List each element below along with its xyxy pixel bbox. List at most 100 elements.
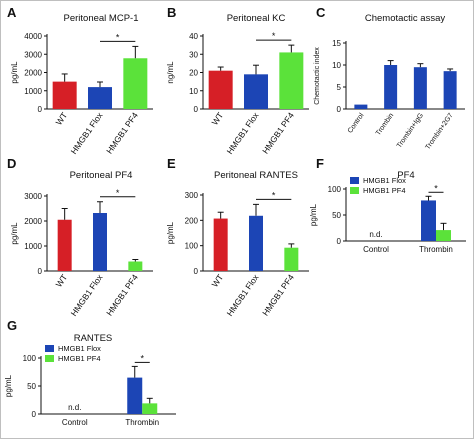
y-tick-label: 300 <box>185 191 199 200</box>
y-axis-label: pg/mL <box>10 61 19 84</box>
legend-swatch <box>350 187 359 194</box>
y-tick-label: 0 <box>38 267 43 276</box>
panel-label: D <box>7 156 16 171</box>
legend-label: HMGB1 Flox <box>58 344 101 353</box>
panel-a: A Peritoneal MCP-1 0 1000 2000 3000 4000 pg/mL W… <box>7 5 153 156</box>
y-tick-label: 2000 <box>24 69 42 78</box>
panel-label: A <box>7 5 17 20</box>
y-axis-label: pg/mL <box>10 222 19 245</box>
bar-hmgb1-pf4 <box>142 403 158 414</box>
bar-hmgb1-flox <box>249 215 263 271</box>
y-tick-label: 40 <box>189 32 198 41</box>
panel-label: E <box>167 156 176 171</box>
y-tick-label: 10 <box>189 87 198 96</box>
bar-wt <box>52 81 77 109</box>
bar-control <box>354 104 368 109</box>
x-tick-label: Control <box>347 112 366 135</box>
bar-hmgb1-flox <box>421 200 436 241</box>
y-tick-label: 200 <box>185 216 199 225</box>
y-axis-label: pg/mL <box>309 203 318 226</box>
x-tick-label: HMGB1 Flox <box>69 110 106 156</box>
y-tick-label: 50 <box>332 211 341 220</box>
significance-star: * <box>434 183 438 193</box>
legend-label: HMGB1 Flox <box>363 176 406 185</box>
y-tick-label: 5 <box>337 83 342 92</box>
x-tick-label: HMGB1 Flox <box>225 110 262 156</box>
bar-wt <box>208 70 233 109</box>
panel-label: C <box>316 5 326 20</box>
legend-label: HMGB1 PF4 <box>363 186 406 195</box>
y-tick-label: 1000 <box>24 242 42 251</box>
legend-swatch <box>45 355 54 362</box>
bar-trombin <box>384 65 398 109</box>
x-tick-label: Trombin <box>375 112 395 137</box>
y-tick-label: 50 <box>27 382 36 391</box>
y-tick-label: 15 <box>332 39 341 48</box>
bar-hmgb1-pf4 <box>279 52 304 109</box>
y-tick-label: 3000 <box>24 50 42 59</box>
y-tick-label: 0 <box>194 105 199 114</box>
x-tick-label: HMGB1 Flox <box>69 272 106 318</box>
chart-title: Peritoneal KC <box>227 13 286 24</box>
x-tick-label: Control <box>363 245 389 254</box>
x-tick-label: WT <box>54 272 70 289</box>
bar-trombin-2g7 <box>443 71 457 109</box>
significance-star: * <box>140 353 144 363</box>
y-tick-label: 1000 <box>24 87 42 96</box>
x-tick-label: HMGB1 PF4 <box>104 272 140 317</box>
y-tick-label: 0 <box>32 410 37 419</box>
chart-title: RANTES <box>74 333 113 344</box>
bar-hmgb1-pf4 <box>436 230 451 241</box>
significance-star: * <box>272 190 276 200</box>
y-tick-label: 10 <box>332 61 341 70</box>
bar-hmgb1-flox <box>88 87 112 109</box>
y-axis-label: Chemotactic index <box>314 47 321 105</box>
nd-annotation: n.d. <box>68 403 81 412</box>
chart-title: Peritoneal MCP-1 <box>64 13 139 24</box>
y-axis-label: pg/mL <box>166 221 175 244</box>
significance-star: * <box>116 188 120 198</box>
x-tick-label: HMGB1 PF4 <box>104 110 140 155</box>
y-tick-label: 0 <box>38 105 43 114</box>
y-tick-label: 2000 <box>24 217 42 226</box>
x-tick-label: Trombin+IgG <box>396 112 425 149</box>
panel-b: B Peritoneal KC 0 10 20 30 40 ng/mL WT HMGB1 Flox… <box>166 5 309 156</box>
y-tick-label: 3000 <box>24 192 42 201</box>
legend-label: HMGB1 PF4 <box>58 354 101 363</box>
panel-label: G <box>7 318 17 333</box>
bar-hmgb1-pf4 <box>123 58 148 109</box>
bar-wt <box>57 219 72 271</box>
y-tick-label: 100 <box>23 354 37 363</box>
x-tick-label: Thrombin <box>125 418 159 427</box>
y-tick-label: 0 <box>337 237 342 246</box>
panel-label: B <box>167 5 176 20</box>
chart-title: PF4 <box>397 170 414 181</box>
chart-title: Peritoneal PF4 <box>70 170 133 181</box>
x-tick-label: HMGB1 Flox <box>225 272 262 318</box>
bar-hmgb1-flox <box>127 377 143 414</box>
x-tick-label: Thrombin <box>419 245 453 254</box>
legend-swatch <box>45 345 54 352</box>
y-tick-label: 4000 <box>24 32 42 41</box>
chart-title: Chemotactic assay <box>365 13 446 24</box>
x-tick-label: WT <box>210 110 226 127</box>
y-tick-label: 30 <box>189 50 198 59</box>
panel-c: C Chemotactic assay 0 5 10 15 Chemotactic inde… <box>314 5 465 151</box>
x-tick-label: Trombin+2G7 <box>425 112 455 151</box>
bar-hmgb1-flox <box>93 213 107 271</box>
significance-star: * <box>272 31 276 41</box>
x-tick-label: WT <box>210 272 226 289</box>
panel-f: F PF4 0 50 100 pg/mL Control Thrombin n.d. * HMGB1… <box>309 156 466 254</box>
bar-hmgb1-flox <box>244 74 268 109</box>
y-tick-label: 0 <box>337 105 342 114</box>
bar-trombin-igg <box>413 67 427 109</box>
y-tick-label: 100 <box>328 185 342 194</box>
x-tick-label: HMGB1 PF4 <box>260 110 296 155</box>
y-tick-label: 100 <box>185 242 199 251</box>
y-tick-label: 0 <box>194 267 199 276</box>
nd-annotation: n.d. <box>369 230 382 239</box>
y-tick-label: 20 <box>189 69 198 78</box>
